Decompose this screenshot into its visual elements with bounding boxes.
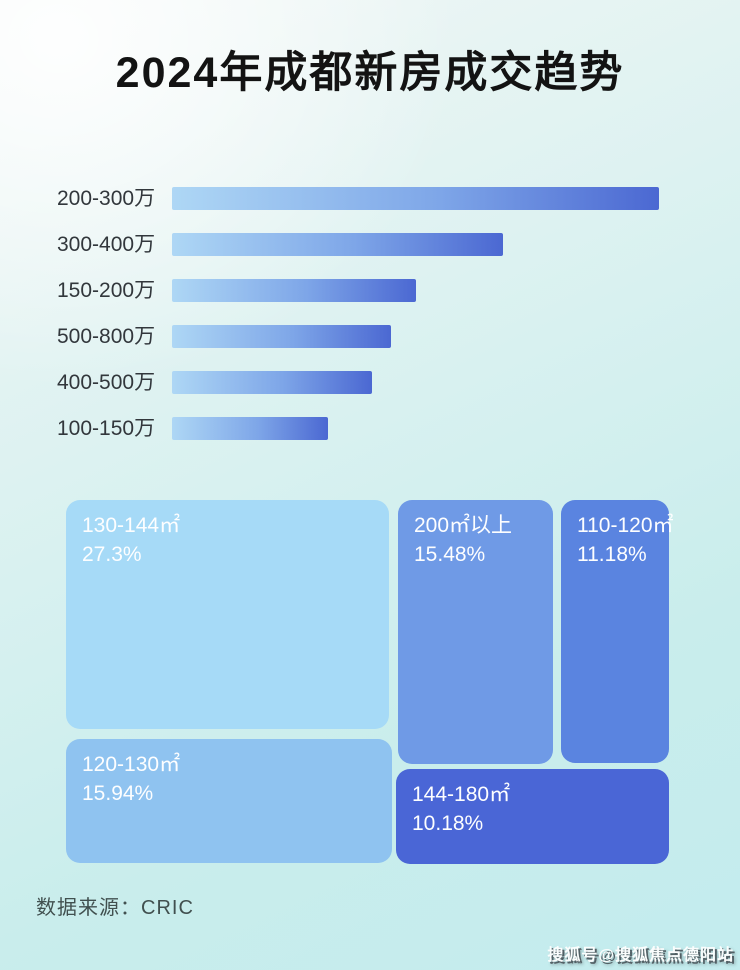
tile-value: 15.94% [82, 782, 154, 805]
bar [172, 233, 503, 256]
bar-row: 500-800万 [0, 325, 740, 348]
page-title: 2024年成都新房成交趋势 [115, 49, 625, 97]
data-source: 数据来源：CRIC [36, 897, 194, 919]
bar-label: 200-300万 [57, 187, 156, 210]
bar-row: 400-500万 [0, 371, 740, 394]
treemap-tile: 120-130㎡ 15.94% [66, 739, 392, 863]
bar [172, 279, 416, 302]
bar [172, 187, 659, 210]
bar [172, 371, 372, 394]
bar-label: 150-200万 [57, 279, 156, 302]
bar-label: 300-400万 [57, 233, 156, 256]
area-band-treemap: 130-144㎡ 27.3% 120-130㎡ 15.94% 200㎡以上 15… [66, 500, 674, 865]
treemap-tile: 110-120㎡ 11.18% [561, 500, 674, 763]
treemap-tile: 200㎡以上 15.48% [398, 500, 553, 764]
treemap-tile: 130-144㎡ 27.3% [66, 500, 389, 729]
bar-label: 400-500万 [57, 371, 156, 394]
bar-label: 100-150万 [57, 417, 156, 440]
bar [172, 417, 328, 440]
price-band-bar-chart: 200-300万 300-400万 150-200万 500-800万 400-… [0, 0, 740, 460]
tile-label: 130-144㎡ [82, 514, 181, 537]
tile-value: 10.18% [412, 812, 484, 835]
tile-label: 200㎡以上 [414, 514, 513, 537]
bar-row: 150-200万 [0, 279, 740, 302]
bar [172, 325, 391, 348]
treemap-tile: 144-180㎡ 10.18% [396, 769, 669, 864]
bar-label: 500-800万 [57, 325, 156, 348]
tile-label: 120-130㎡ [82, 753, 181, 776]
watermark: 搜狐号@搜狐焦点德阳站 [547, 947, 734, 964]
tile-label: 110-120㎡ [577, 514, 674, 537]
bar-row: 200-300万 [0, 187, 740, 210]
tile-value: 11.18% [577, 543, 647, 566]
tile-label: 144-180㎡ [412, 783, 511, 806]
bar-row: 300-400万 [0, 233, 740, 256]
tile-value: 15.48% [414, 543, 486, 566]
bar-row: 100-150万 [0, 417, 740, 440]
tile-value: 27.3% [82, 543, 142, 566]
